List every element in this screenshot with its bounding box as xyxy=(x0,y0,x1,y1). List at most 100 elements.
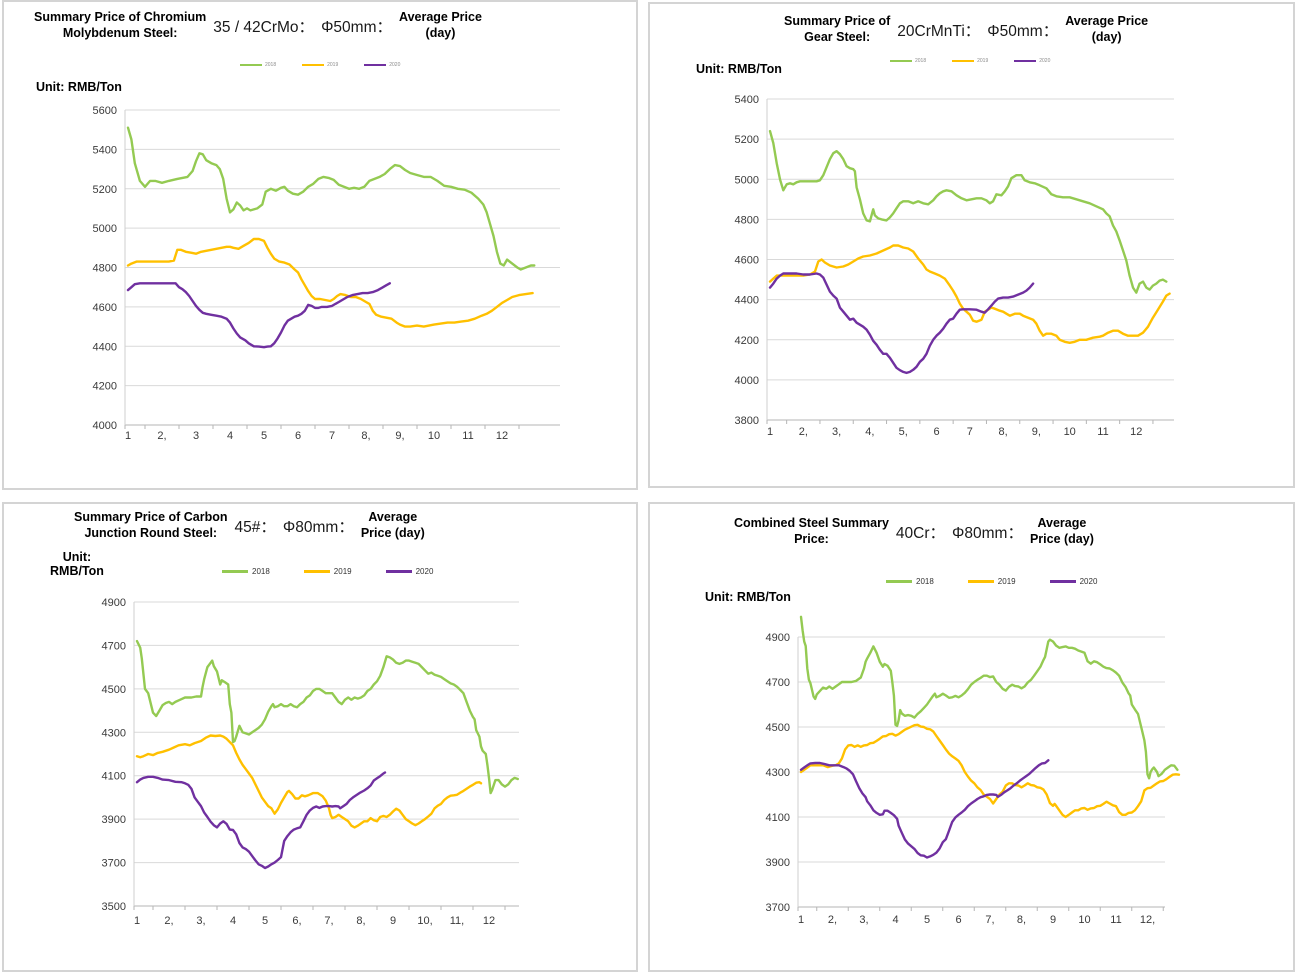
legend-label: 2018 xyxy=(252,567,270,576)
x-axis-tick-label: 7, xyxy=(985,914,994,926)
title-product: Summary Price of Gear Steel: xyxy=(784,14,891,44)
y-axis-tick-label: 4500 xyxy=(102,684,126,696)
x-axis-tick-label: 6, xyxy=(292,915,301,927)
x-axis-tick-label: 11 xyxy=(462,430,473,442)
series-line-2019 xyxy=(768,244,1171,344)
title-metric: Average Price (day) xyxy=(360,510,425,540)
legend-label: 2020 xyxy=(1039,58,1051,64)
x-axis-tick-label: 12, xyxy=(1140,914,1155,926)
x-axis-tick-label: 12 xyxy=(496,430,508,442)
legend: 2018 2019 2020 xyxy=(886,577,1131,586)
x-axis-tick-label: 11, xyxy=(450,915,464,927)
y-axis-tick-label: 3800 xyxy=(735,415,759,427)
y-axis-tick-label: 5000 xyxy=(735,174,759,186)
x-axis-tick-label: 10 xyxy=(1064,426,1076,438)
x-axis-tick-label: 2, xyxy=(157,430,166,442)
x-axis-tick-label: 9, xyxy=(1032,426,1041,438)
legend-line-2020-icon xyxy=(385,570,412,573)
legend-item-2018: 2018 xyxy=(240,62,276,68)
legend-label: 2020 xyxy=(415,567,434,576)
x-axis-tick-label: 7 xyxy=(967,426,973,438)
series-line-2020 xyxy=(135,771,387,870)
unit-label: Unit: RMB/Ton xyxy=(705,590,791,604)
y-axis-tick-label: 4800 xyxy=(735,214,759,226)
y-axis-tick-label: 5400 xyxy=(735,94,759,106)
y-axis-tick-label: 4400 xyxy=(93,341,117,353)
legend-line-2018-icon xyxy=(222,570,248,573)
y-axis-tick-label: 3700 xyxy=(766,902,790,914)
y-axis-tick-label: 4900 xyxy=(102,597,126,609)
panel-gear-steel: Summary Price of Gear Steel: 20CrMnTi： Φ… xyxy=(648,2,1295,488)
title-diameter: Φ50mm： xyxy=(321,18,392,36)
title-metric: Average Price (day) xyxy=(1029,516,1094,546)
legend-item-2018: 2018 xyxy=(886,577,934,586)
x-axis-tick-label: 10 xyxy=(1078,914,1090,926)
y-axis-tick-label: 4400 xyxy=(735,295,759,307)
legend-item-2018: 2018 xyxy=(222,567,270,576)
y-axis-tick-label: 4200 xyxy=(735,335,759,347)
y-axis-tick-label: 4600 xyxy=(93,302,117,314)
y-axis-tick-label: 4100 xyxy=(766,812,790,824)
x-axis-tick-label: 4 xyxy=(227,430,233,442)
title-metric: Average Price (day) xyxy=(1065,14,1149,44)
x-axis-tick-label: 2, xyxy=(799,426,808,438)
x-axis-tick-label: 1 xyxy=(134,915,140,927)
x-axis-tick-label: 4 xyxy=(230,915,236,927)
legend-item-2020: 2020 xyxy=(1049,577,1097,586)
title-grade: 40Cr： xyxy=(895,524,946,542)
y-axis-tick-label: 3500 xyxy=(102,901,126,913)
x-axis-tick-label: 3, xyxy=(859,914,868,926)
x-axis-tick-label: 6 xyxy=(295,430,301,442)
y-axis-tick-label: 5000 xyxy=(93,223,117,235)
x-axis-tick-label: 4 xyxy=(892,914,898,926)
series-line-2019 xyxy=(126,237,534,328)
chart-canvas: 3500 3700 3900 4100 4300 4500 4700 4900 1 2, 3, 4 5 6… xyxy=(102,597,519,927)
legend-item-2019: 2019 xyxy=(303,567,352,576)
chart-title: Summary Price of Gear Steel: 20CrMnTi： Φ… xyxy=(784,14,1148,45)
unit-label: Unit: RMB/Ton xyxy=(50,550,104,578)
series-line-2019 xyxy=(135,734,483,829)
y-axis-tick-label: 3700 xyxy=(102,858,126,870)
x-axis-tick-label: 10, xyxy=(417,915,432,927)
y-axis-tick-label: 5200 xyxy=(93,184,117,196)
title-metric: Average Price (day) xyxy=(399,10,482,40)
y-axis-tick-label: 4900 xyxy=(766,632,790,644)
legend-line-2019-icon xyxy=(303,570,330,573)
title-grade: 35 / 42CrMo： xyxy=(213,18,315,36)
y-axis-tick-label: 4700 xyxy=(766,677,790,689)
unit-label: Unit: RMB/Ton xyxy=(36,80,122,94)
x-axis-tick-label: 8, xyxy=(356,915,365,927)
title-product: Summary Price of Chromium Molybdenum Ste… xyxy=(34,10,207,40)
title-product: Combined Steel Summary Price: xyxy=(734,516,889,546)
legend-item-2019: 2019 xyxy=(952,58,988,64)
legend: 2018 2019 2020 xyxy=(222,567,467,576)
x-axis-tick-label: 3 xyxy=(193,430,199,442)
x-axis-tick-label: 8, xyxy=(999,426,1008,438)
y-axis-tick-label: 4600 xyxy=(735,255,759,267)
x-axis-tick-label: 7 xyxy=(329,430,335,442)
legend-label: 2018 xyxy=(915,58,927,64)
legend-label: 2018 xyxy=(265,62,277,68)
x-axis-tick-label: 12 xyxy=(1130,426,1142,438)
x-axis-tick-label: 5 xyxy=(924,914,930,926)
y-axis-tick-label: 4000 xyxy=(735,375,759,387)
x-axis-tick-label: 1 xyxy=(767,426,773,438)
series-line-2018 xyxy=(768,129,1168,294)
series-line-2018 xyxy=(126,126,536,271)
chart-title: Summary Price of Carbon Junction Round S… xyxy=(74,510,425,541)
panel-chromium-molybdenum-steel: Summary Price of Chromium Molybdenum Ste… xyxy=(2,0,638,490)
y-axis-tick-label: 4000 xyxy=(93,420,117,432)
title-grade: 20CrMnTi： xyxy=(897,22,981,40)
panel-combined-steel-summary: Combined Steel Summary Price: 40Cr： Φ80m… xyxy=(648,502,1295,972)
chart-title: Summary Price of Chromium Molybdenum Ste… xyxy=(34,10,482,41)
legend-line-2018-icon xyxy=(890,60,912,62)
title-product: Summary Price of Carbon Junction Round S… xyxy=(74,510,228,540)
x-axis-tick-label: 5 xyxy=(262,915,268,927)
x-axis-tick-label: 2, xyxy=(164,915,173,927)
x-axis-tick-label: 3, xyxy=(196,915,205,927)
x-axis-tick-label: 9, xyxy=(395,430,404,442)
x-axis-tick-label: 3, xyxy=(832,426,841,438)
legend-item-2020: 2020 xyxy=(385,567,434,576)
